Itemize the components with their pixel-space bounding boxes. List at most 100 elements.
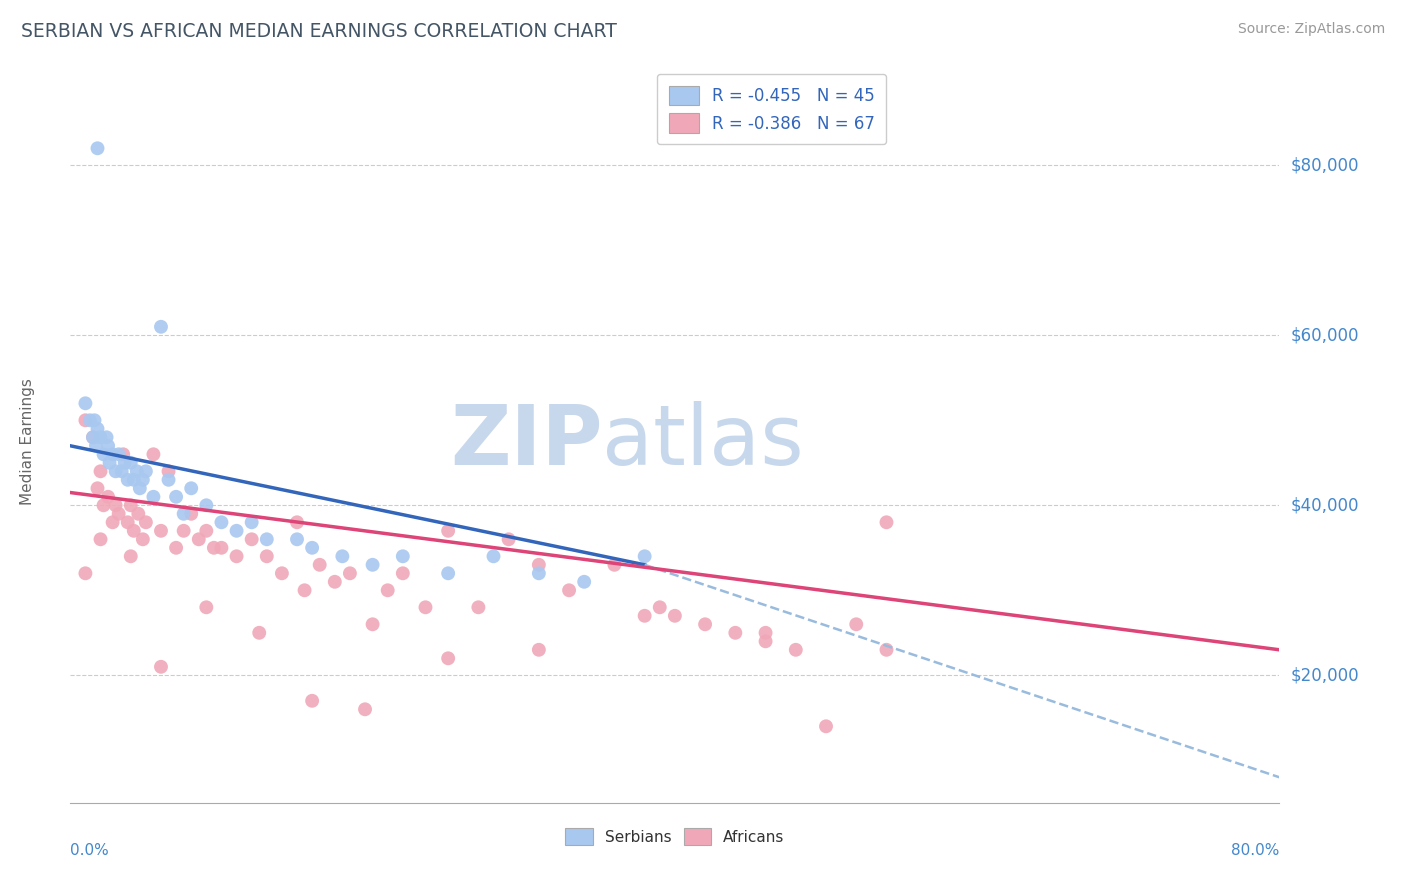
Point <box>724 625 747 640</box>
Point <box>107 447 129 461</box>
Point <box>93 447 115 461</box>
Point <box>633 549 655 564</box>
Point <box>104 464 127 478</box>
Text: SERBIAN VS AFRICAN MEDIAN EARNINGS CORRELATION CHART: SERBIAN VS AFRICAN MEDIAN EARNINGS CORRE… <box>21 22 617 41</box>
Point <box>482 549 505 564</box>
Point <box>256 533 278 547</box>
Text: $80,000: $80,000 <box>1291 156 1360 174</box>
Point <box>270 566 294 581</box>
Point <box>90 533 111 547</box>
Point <box>391 549 415 564</box>
Point <box>354 702 377 716</box>
Point <box>82 430 104 444</box>
Point <box>84 439 107 453</box>
Point <box>86 422 108 436</box>
Point <box>754 625 776 640</box>
Point <box>664 608 686 623</box>
Point <box>97 490 120 504</box>
Point <box>301 694 323 708</box>
Point <box>157 473 180 487</box>
Point <box>693 617 716 632</box>
Legend: Serbians, Africans: Serbians, Africans <box>557 820 793 853</box>
Point <box>120 456 142 470</box>
Point <box>114 456 136 470</box>
Point <box>93 498 115 512</box>
Point <box>225 524 247 538</box>
Point <box>815 719 838 733</box>
Point <box>75 396 97 410</box>
Point <box>361 558 384 572</box>
Point <box>173 507 195 521</box>
Point <box>142 447 165 461</box>
Point <box>377 583 399 598</box>
Point <box>648 600 671 615</box>
Point <box>90 430 111 444</box>
Point <box>180 481 202 495</box>
Point <box>754 634 776 648</box>
Text: 80.0%: 80.0% <box>1232 843 1279 857</box>
Point <box>127 507 149 521</box>
Point <box>323 574 346 589</box>
Point <box>875 642 898 657</box>
Point <box>467 600 489 615</box>
Point <box>332 549 354 564</box>
Point <box>211 541 233 555</box>
Point <box>150 319 172 334</box>
Point <box>527 642 550 657</box>
Point <box>527 566 550 581</box>
Point <box>150 660 172 674</box>
Point <box>132 473 155 487</box>
Point <box>135 464 157 478</box>
Point <box>195 498 218 512</box>
Point <box>122 473 145 487</box>
Point <box>785 642 807 657</box>
Point <box>97 439 120 453</box>
Text: Median Earnings: Median Earnings <box>21 378 35 505</box>
Point <box>633 608 655 623</box>
Point <box>437 524 460 538</box>
Point <box>240 533 263 547</box>
Point <box>173 524 195 538</box>
Point <box>187 533 209 547</box>
Point <box>86 141 108 155</box>
Point <box>415 600 437 615</box>
Point <box>90 464 111 478</box>
Point <box>437 651 460 665</box>
Point <box>75 413 97 427</box>
Point <box>202 541 225 555</box>
Point <box>180 507 202 521</box>
Point <box>285 533 308 547</box>
Point <box>79 413 101 427</box>
Point <box>211 516 233 530</box>
Point <box>195 600 218 615</box>
Point <box>240 516 263 530</box>
Text: $60,000: $60,000 <box>1291 326 1360 344</box>
Point <box>301 541 323 555</box>
Point <box>294 583 316 598</box>
Point <box>498 533 520 547</box>
Point <box>120 549 142 564</box>
Point <box>157 464 180 478</box>
Point <box>527 558 550 572</box>
Point <box>437 566 460 581</box>
Point <box>98 456 121 470</box>
Point <box>603 558 626 572</box>
Point <box>308 558 330 572</box>
Text: ZIP: ZIP <box>450 401 602 482</box>
Point <box>83 413 105 427</box>
Point <box>128 481 150 495</box>
Point <box>82 430 104 444</box>
Text: atlas: atlas <box>602 401 804 482</box>
Point <box>125 464 148 478</box>
Point <box>225 549 247 564</box>
Point <box>361 617 384 632</box>
Point <box>96 430 118 444</box>
Point <box>247 625 270 640</box>
Point <box>75 566 97 581</box>
Point <box>111 464 134 478</box>
Point <box>101 447 124 461</box>
Point <box>120 498 142 512</box>
Point <box>150 524 172 538</box>
Point <box>875 516 898 530</box>
Point <box>135 516 157 530</box>
